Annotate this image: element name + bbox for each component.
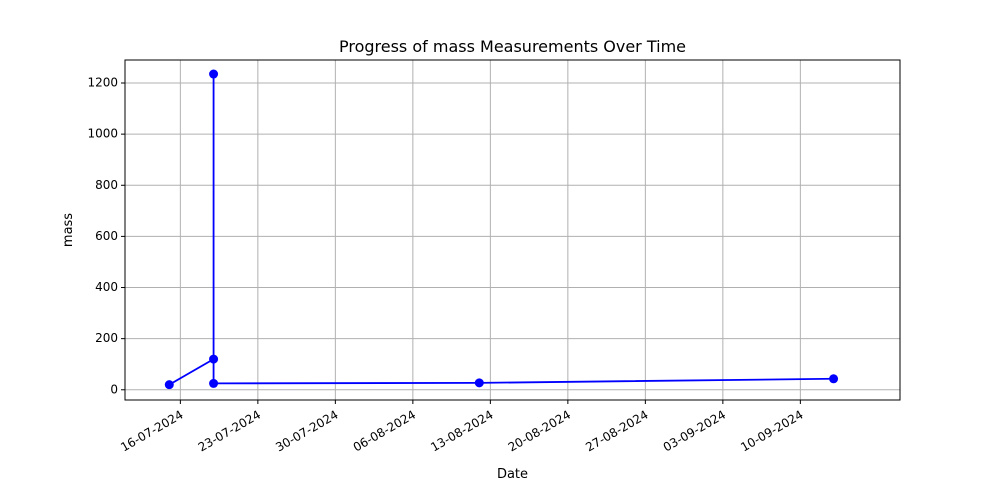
series-line (168, 74, 834, 386)
series-mass (164, 69, 839, 390)
y-tick-label: 400 (95, 280, 118, 294)
data-point (209, 354, 219, 364)
data-point (209, 69, 219, 79)
data-point (474, 378, 484, 388)
data-point (829, 374, 839, 384)
y-axis-label: mass (61, 213, 76, 247)
data-point (209, 378, 219, 388)
gridlines (125, 60, 900, 400)
y-tick-label: 200 (95, 331, 118, 345)
chart-title: Progress of mass Measurements Over Time (339, 37, 686, 56)
x-axis-label: Date (497, 467, 528, 482)
data-point (164, 380, 174, 390)
y-tick-label: 1200 (87, 76, 118, 90)
y-tick-label: 800 (95, 178, 118, 192)
y-tick-label: 0 (110, 382, 118, 396)
plot-frame (124, 59, 901, 401)
y-tick-label: 1000 (87, 127, 118, 141)
y-tick-label: 600 (95, 229, 118, 243)
y-axis: 0 200 400 600 800 1000 1200 (87, 76, 125, 396)
